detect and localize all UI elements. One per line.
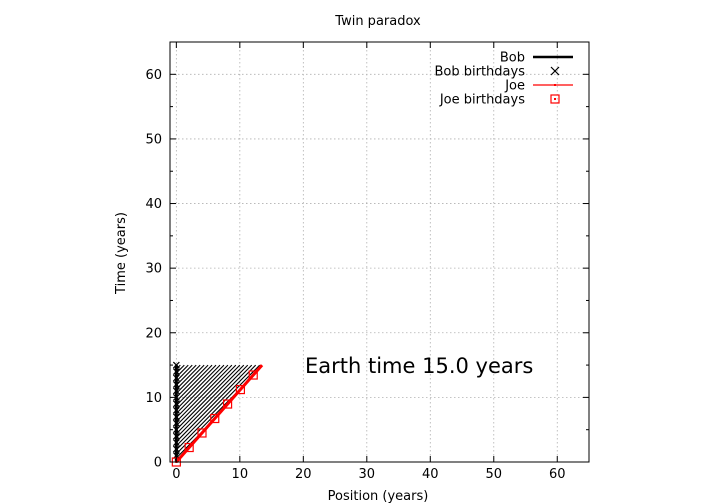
legend-label: Joe — [504, 79, 525, 94]
bob-birthday-marker — [172, 432, 180, 440]
joe-birthday-marker — [248, 370, 258, 380]
marker-stroke — [172, 368, 180, 375]
bob-birthday-marker — [172, 439, 180, 447]
x-tick-label: 10 — [232, 467, 249, 482]
light-signal-line — [175, 364, 249, 439]
marker-stroke — [172, 432, 180, 440]
light-signal-line — [175, 364, 221, 410]
bob-birthday-marker — [172, 419, 180, 427]
legend-label: Bob birthdays — [435, 65, 526, 80]
bob-birthday-marker — [172, 413, 180, 421]
marker-dot — [188, 446, 191, 449]
marker-stroke — [172, 387, 180, 395]
axes — [169, 41, 590, 463]
bob-birthday-marker — [172, 387, 180, 395]
light-signal-line — [175, 364, 245, 435]
light-signal-line — [175, 364, 205, 394]
x-tick-label: 20 — [295, 467, 312, 482]
legend-label: Joe birthdays — [439, 93, 525, 108]
bob-birthday-marker — [172, 361, 180, 369]
joe-birthday-marker — [235, 384, 246, 395]
joe-birthday-marker — [197, 428, 207, 438]
legend-square-sample — [550, 94, 560, 104]
joe-birthday-marker — [210, 413, 220, 424]
marker-stroke — [172, 413, 180, 421]
y-tick-label: 30 — [145, 262, 162, 277]
joe-worldline — [175, 364, 264, 463]
light-signal-line — [175, 364, 233, 423]
marker-stroke — [172, 381, 180, 388]
light-signal-line — [175, 364, 193, 382]
y-tick-label: 20 — [145, 326, 162, 341]
marker-stroke — [172, 361, 180, 369]
light-signal-line — [175, 364, 261, 451]
chart-title: Twin paradox — [334, 14, 421, 29]
bob-birthday-marker — [172, 368, 180, 375]
y-tick-label: 50 — [145, 132, 162, 147]
marker-dot — [239, 388, 242, 391]
bob-birthday-marker — [172, 374, 180, 382]
legend-point-sample — [554, 84, 556, 86]
x-axis-label: Position (years) — [328, 489, 429, 504]
marker-stroke — [172, 406, 180, 414]
marker-stroke — [172, 393, 180, 401]
bob-birthday-marker — [172, 393, 180, 401]
light-signal-line — [175, 364, 253, 443]
x-tick-label: 30 — [359, 467, 376, 482]
y-tick-label: 10 — [145, 391, 162, 406]
earth-time-annotation: Earth time 15.0 years — [305, 354, 533, 378]
light-signal-line — [175, 364, 229, 418]
marker-square — [222, 399, 233, 409]
y-tick-labels: 0 10 20 30 40 50 60 — [145, 68, 162, 471]
x-tick-label: 0 — [172, 467, 180, 482]
bob-birthday-marker — [172, 381, 180, 388]
legend-label: Bob — [500, 51, 525, 66]
light-signal-line — [175, 364, 209, 398]
light-signal-line — [175, 364, 217, 406]
marker-stroke — [172, 426, 180, 434]
light-signal-line — [175, 364, 237, 427]
bob-birthday-marker — [172, 426, 180, 434]
legend-square-dot — [554, 98, 556, 100]
marker-square — [184, 442, 194, 453]
marker-dot — [252, 374, 255, 377]
bob-birthday-marker — [172, 406, 180, 414]
marker-stroke — [172, 374, 180, 382]
light-signal-line — [175, 364, 213, 402]
series-layer — [171, 361, 264, 467]
plot-frame — [169, 41, 590, 463]
marker-dot — [213, 417, 216, 420]
joe-birthday-marker — [222, 399, 233, 409]
y-tick-label: 40 — [145, 197, 162, 212]
grid-lines — [170, 42, 589, 463]
light-signal-line — [175, 364, 257, 447]
marker-stroke — [172, 419, 180, 427]
marker-stroke — [172, 445, 180, 453]
marker-stroke — [172, 439, 180, 447]
bob-birthday-marker — [172, 445, 180, 453]
x-tick-label: 40 — [422, 467, 439, 482]
legend-x-sample — [550, 66, 560, 76]
marker-square — [197, 428, 207, 438]
y-tick-label: 60 — [145, 68, 162, 83]
light-signal-line — [175, 364, 225, 414]
bob-birthday-marker — [172, 400, 180, 408]
x-tick-labels: 0 10 20 30 40 50 60 — [172, 467, 565, 482]
light-signal-line — [175, 364, 241, 431]
marker-square — [248, 370, 258, 380]
marker-dot — [200, 431, 203, 434]
marker-square — [235, 384, 246, 395]
marker-stroke — [172, 400, 180, 408]
y-axis-label: Time (years) — [114, 212, 129, 295]
marker-dot — [226, 403, 229, 406]
y-tick-label: 0 — [154, 456, 162, 471]
x-tick-label: 60 — [549, 467, 566, 482]
x-tick-label: 50 — [485, 467, 502, 482]
joe-birthday-marker — [184, 442, 194, 453]
marker-square — [210, 413, 220, 424]
light-signal-line — [175, 364, 201, 390]
